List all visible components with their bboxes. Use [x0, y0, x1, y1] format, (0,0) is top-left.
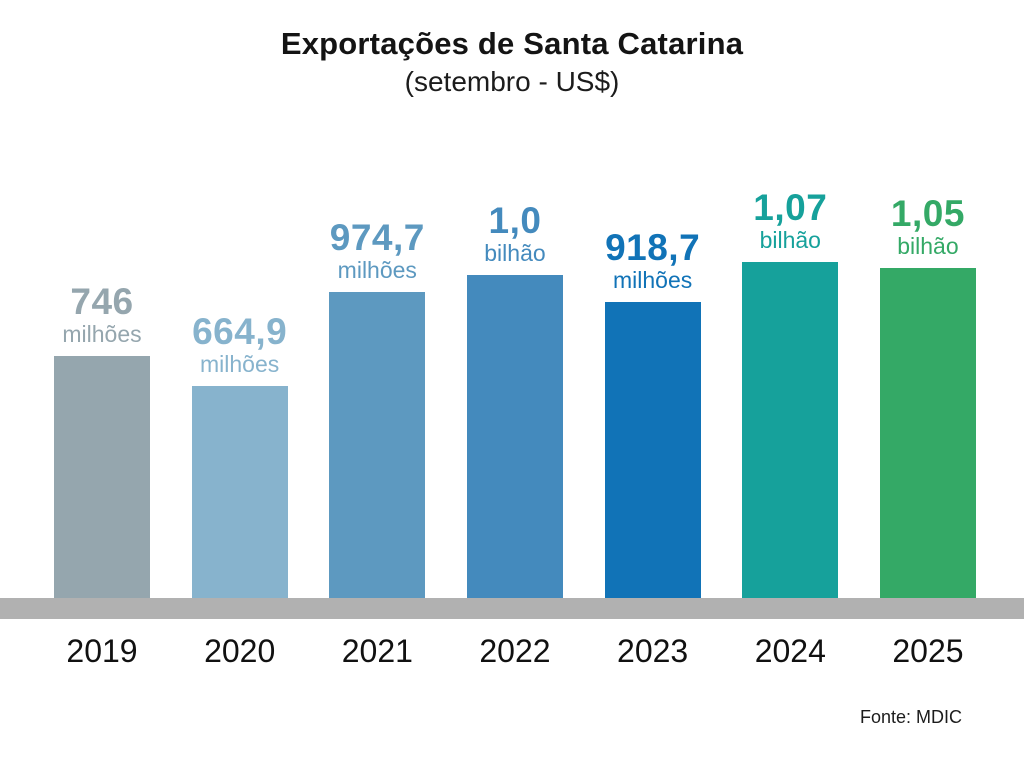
value-label-2021: 974,7: [329, 216, 425, 258]
bar-2021: [329, 292, 426, 598]
value-unit-2025: bilhão: [897, 233, 959, 260]
source-note: Fonte: MDIC: [859, 707, 962, 727]
value-label-2019: 746: [70, 280, 134, 322]
x-axis-label-2020: 2020: [204, 633, 276, 669]
bar-2020: [191, 386, 288, 598]
x-axis-label-2019: 2019: [66, 633, 138, 669]
value-label-2023: 918,7: [605, 226, 701, 268]
chart-subtitle: (setembro - US$): [404, 66, 620, 97]
value-unit-2019: milhões: [62, 321, 142, 348]
bar-2025: [879, 268, 976, 598]
value-label-2020: 664,9: [192, 310, 288, 352]
x-axis-label-2021: 2021: [341, 633, 413, 669]
bar-2024: [742, 262, 839, 598]
x-axis-label-2025: 2025: [892, 633, 964, 669]
value-label-2025: 1,05: [890, 192, 965, 234]
x-axis-labels: 2019 2020 2021 2022 2023 2024 2025: [54, 633, 976, 670]
bar-group-2021: 974,7 milhões: [329, 216, 426, 598]
value-label-2022: 1,0: [488, 199, 542, 241]
bar-group-2023: 918,7 milhões: [604, 226, 701, 598]
value-unit-2023: milhões: [612, 267, 693, 294]
x-axis-label-2022: 2022: [479, 633, 551, 669]
baseline-strip: [0, 598, 1024, 619]
bar-group-2019: 746 milhões: [54, 280, 150, 598]
value-unit-2024: bilhão: [759, 227, 821, 254]
bar-2022: [466, 275, 563, 598]
chart-title: Exportações de Santa Catarina: [280, 26, 744, 61]
bar-group-2022: 1,0 bilhão: [466, 199, 563, 598]
bar-group-2020: 664,9 milhões: [191, 310, 288, 598]
value-label-2024: 1,07: [753, 186, 828, 228]
value-unit-2021: milhões: [337, 257, 417, 284]
value-unit-2020: milhões: [200, 351, 280, 378]
bar-chart: 746 milhões 664,9 milhões 974,7 milhões …: [54, 140, 976, 598]
bar-2023: [604, 302, 701, 598]
x-axis-label-2023: 2023: [617, 633, 689, 669]
bar-2019: [54, 356, 150, 598]
value-unit-2022: bilhão: [484, 240, 546, 267]
bar-group-2025: 1,05 bilhão: [879, 192, 976, 598]
bar-group-2024: 1,07 bilhão: [742, 186, 839, 598]
x-axis-label-2024: 2024: [754, 633, 826, 669]
